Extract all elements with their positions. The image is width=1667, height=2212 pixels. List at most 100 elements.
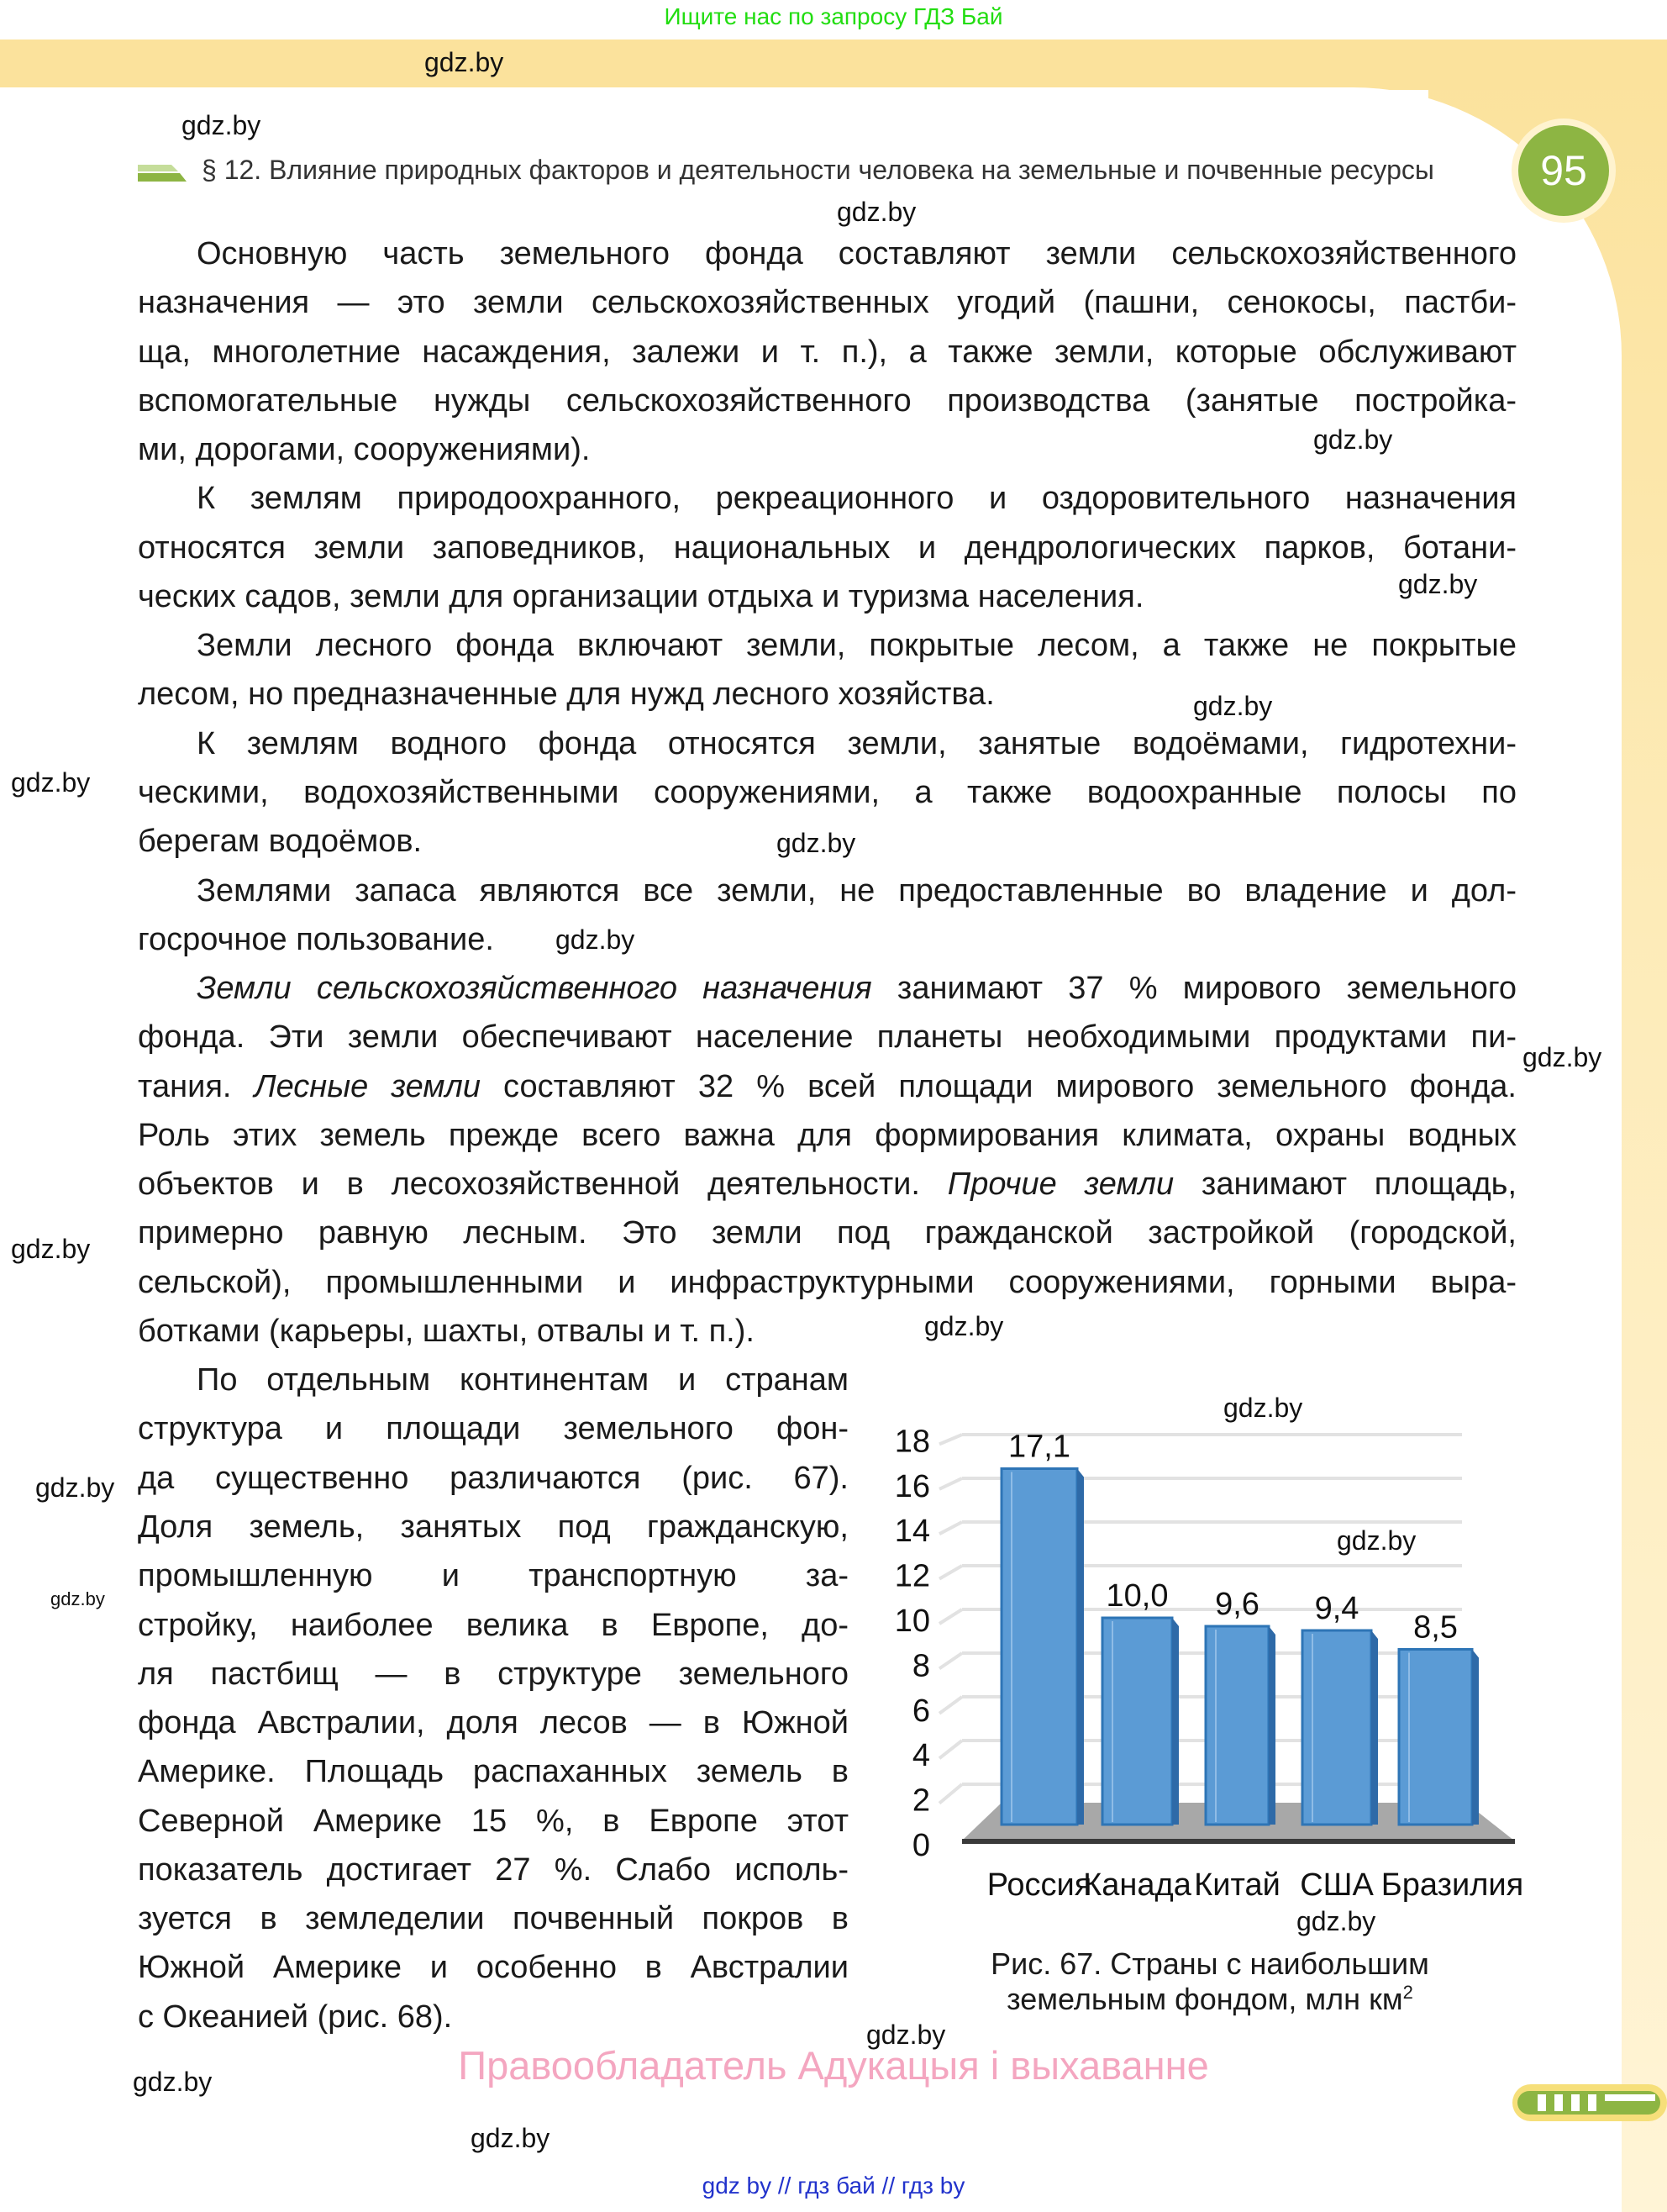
y-tick-label: 14 [895,1514,930,1549]
watermark-text: gdz.by [11,767,91,798]
text-line: фонда. Эти земли обеспечивают население … [138,1019,1517,1056]
x-axis-line [962,1839,1515,1844]
page-panel [0,87,1622,2212]
bar-Бразилия [1397,1648,1474,1826]
y-tick-label: 10 [895,1604,930,1639]
watermark-text: gdz.by [181,110,261,140]
italic-term: Лесные земли [254,1068,481,1104]
section-title: § 12. Влияние природных факторов и деяте… [202,155,1434,185]
text-line: Землями запаса являются все земли, не пр… [197,872,1517,908]
text-line: относятся земли заповедников, национальн… [138,529,1517,566]
watermark-text: gdz.by [1223,1393,1303,1423]
category-label: Россия [987,1867,1092,1903]
grid-line-perspective [938,1695,964,1715]
text-line: фонда Австралии, доля лесов — в Южной [138,1705,849,1741]
y-tick-label: 8 [912,1648,930,1683]
figure-caption: Рис. 67. Страны с наибольшим земельным ф… [958,1946,1462,2017]
y-tick-label: 18 [895,1424,930,1459]
grid-line-perspective [938,1783,964,1805]
grid-line-perspective [938,1739,964,1760]
y-tick-label: 0 [912,1828,930,1863]
text-line: ля пастбищ — в структуре земельного [138,1656,849,1692]
bottom-links[interactable]: gdz by // гдз бай // гдз by [702,2172,965,2199]
caption-text: земельным фондом, млн км [1007,1982,1403,2016]
caption-line-1: Рис. 67. Страны с наибольшим [991,1946,1429,1981]
category-label: Бразилия [1381,1867,1523,1903]
text-line: К землям водного фонда относятся земли, … [197,725,1517,761]
watermark-text: gdz.by [866,2020,946,2050]
bar-side [1269,1626,1275,1825]
grid-line-perspective [939,1520,963,1535]
text-line: ща, многолетние насаждения, залежи и т. … [138,334,1517,370]
text-line: Америке. Площадь распаханных земель в [138,1754,849,1790]
watermark-text: gdz.by [1337,1525,1417,1556]
text-line: К землям природоохранного, рекреационног… [197,481,1517,517]
text-line: да существенно различаются (рис. 67). [138,1460,849,1496]
watermark-text: gdz.by [924,1311,1004,1341]
text-line: Роль этих земель прежде всего важна для … [138,1117,1517,1153]
bar-chart: 0 2 4 6 8 10 12 14 16 18 17,1 Россия 10,0 Канада 9,6 Ки… [895,1424,1523,1903]
caption-line-2: земельным фондом, млн км2 [958,1982,1462,2017]
category-label: Канада [1083,1867,1192,1903]
grid-line-perspective [939,1477,963,1491]
text-line: объектов и в лесохозяйственной деятельно… [138,1167,1517,1203]
text-line: Доля земель, занятых под гражданскую, [138,1509,849,1546]
text-line: Земли лесного фонда включают земли, покр… [197,628,1517,664]
watermark-text: gdz.by [776,828,856,858]
header-band [0,40,1667,90]
watermark-text: gdz.by [133,2067,213,2097]
text-line: ческими, водохозяйственными сооружениями… [138,774,1517,810]
category-label: Китай [1194,1867,1280,1903]
y-tick-label: 12 [895,1559,930,1594]
grid-line-perspective [938,1651,964,1671]
watermark-text: gdz.by [424,47,504,77]
text-line: ми, дорогами, сооружениями). [138,432,591,468]
text-line: структура и площади земельного фон- [138,1411,849,1447]
y-tick-label: 4 [912,1738,930,1773]
data-label: 9,6 [1215,1587,1259,1622]
data-label: 17,1 [1008,1430,1070,1465]
watermark-text: gdz.by [1193,691,1273,721]
page-number: 95 [1518,125,1609,216]
text-line: Земли сельскохозяйственного назначения з… [197,971,1517,1007]
italic-term: Прочие земли [947,1167,1175,1203]
watermark-text: gdz.by [1296,1906,1376,1936]
watermark-text: gdz.by [11,1234,91,1264]
text-line: Южной Америке и особенно в Австралии [138,1950,849,1986]
data-label: 8,5 [1413,1610,1458,1646]
text-line: промышленную и транспортную за- [138,1558,849,1594]
section-stripes-icon [138,165,187,182]
text-line: По отдельным континентам и странам [197,1362,849,1398]
bar-США [1301,1629,1373,1826]
watermark-text: gdz.by [555,924,635,955]
text-line: назначения — это земли сельскохозяйствен… [138,285,1517,321]
text-line: стройку, наиболее велика в Европе, до- [138,1607,849,1643]
text-line: примерно равную лесным. Это земли под гр… [138,1215,1517,1251]
bar-side [1172,1618,1179,1825]
y-tick-label: 6 [912,1693,930,1729]
watermark-text: gdz.by [1398,569,1478,599]
text-line: ботками (карьеры, шахты, отвалы и т. п.)… [138,1313,755,1349]
text-line: сельской), промышленными и инфраструктур… [138,1264,1517,1300]
text-line: показатель достигает 27 %. Слабо исполь- [138,1851,849,1888]
top-banner[interactable]: Ищите нас по запросу ГДЗ Бай [664,3,1003,29]
watermark-text: gdz.by [837,197,917,227]
text-line: берегам водоёмов. [138,824,423,860]
data-label: 9,4 [1315,1591,1359,1626]
category-label: США [1300,1867,1374,1903]
italic-term: Земли сельскохозяйственного назначения [197,971,872,1007]
text-line: с Океанией (рис. 68). [138,1999,453,2035]
watermark-text: gdz.by [471,2123,550,2153]
data-label: 10,0 [1107,1578,1169,1614]
grid-line-perspective [938,1564,964,1581]
bar-side [1472,1649,1479,1825]
caption-superscript: 2 [1402,1982,1413,2003]
watermark-text: gdz.by [1313,424,1393,455]
copyright-notice: Правообладатель Адукацыя і выхаванне [458,2043,1209,2088]
corner-stripes-icon [1512,2084,1667,2121]
bar-side [1077,1468,1084,1825]
text-line: зуется в земледелии почвенный покров в [138,1901,849,1937]
grid-line-perspective [939,1433,963,1446]
bar-Россия [1000,1467,1079,1826]
y-tick-label: 2 [912,1783,930,1819]
